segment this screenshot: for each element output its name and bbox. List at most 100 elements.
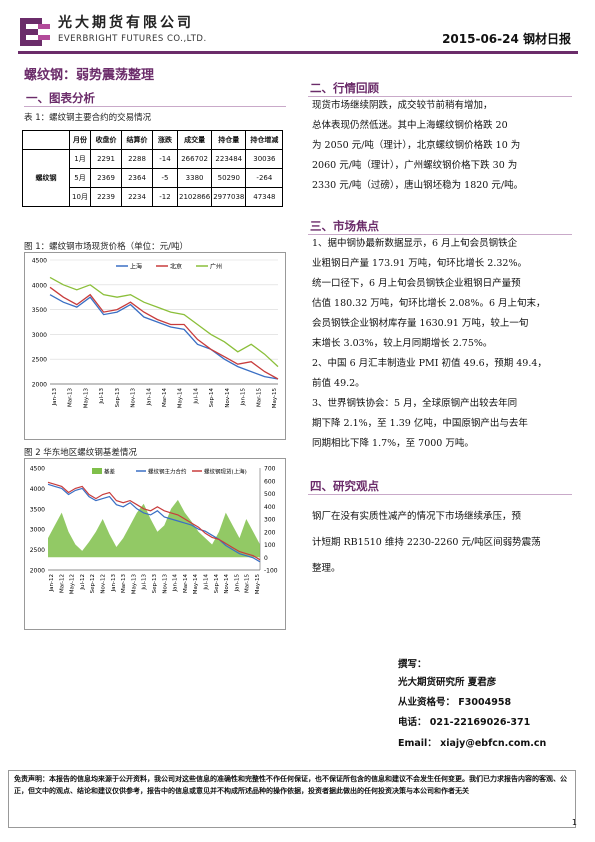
author-cert: 从业资格号： F3004958 (398, 697, 512, 708)
y-tick-label: 2500 (32, 357, 47, 364)
x-tick-label: Jan-15 (234, 574, 240, 593)
market-focus-line: 同期相比下降 1.7%，至 7000 万吨。 (312, 438, 474, 449)
section3-rule (308, 234, 572, 235)
company-name-en: EVERBRIGHT FUTURES CO.,LTD. (58, 34, 207, 44)
market-review-line: 现货市场继续阴跌，成交较节前稍有增加， (312, 100, 493, 111)
x-tick-label: Jul-14 (193, 388, 199, 405)
table-cell: 5月 (69, 168, 91, 188)
y-left-tick-label: 4500 (30, 466, 45, 473)
legend-label: 广州 (210, 263, 222, 271)
spot-price-chart: 4500 4000 3500 3000 2500 2000 Jan-13 Mar-13 May-… (24, 252, 286, 440)
market-review-line: 为 2050 元/吨（理计），北京螺纹钢价格跌 10 为 (312, 140, 521, 151)
table-header-cell: 收盘价 (90, 130, 122, 150)
market-focus-line: 3、世界钢铁协会：5 月，全球原钢产出较去年同 (312, 398, 518, 409)
section4-rule (308, 494, 572, 495)
table-header-cell: 持仓增减 (245, 130, 284, 150)
y-right-tick-label: 300 (264, 517, 276, 524)
table-cell: 2369 (90, 168, 122, 188)
table-header-cell: 成交量 (176, 130, 213, 150)
y-right-tick-label: 400 (264, 504, 276, 511)
market-review-text: 现货市场继续阴跌，成交较节前稍有增加， 总体表现仍然低迷。其中上海螺纹钢价格跌 2… (312, 96, 574, 196)
x-tick-label: May-13 (83, 388, 89, 409)
y-right-tick-label: 500 (264, 491, 276, 498)
x-tick-label: May-12 (70, 574, 76, 594)
table-header-cell (22, 130, 70, 150)
x-tick-label: Jul-13 (142, 574, 148, 591)
series-line-上海 (49, 294, 279, 380)
series-line-螺纹钢现货(上海) (47, 481, 261, 561)
x-tick-label: Jan-12 (49, 574, 55, 592)
research-view-text: 钢厂在没有实质性减产的情况下市场继续承压，预 计短期 RB1510 维持 2230… (312, 504, 574, 582)
x-tick-label: Jan-15 (241, 388, 247, 407)
table-cell: 1月 (69, 149, 91, 169)
market-focus-line: 1、据中钢协最新数据显示，6 月上旬会员钢铁企 (312, 238, 518, 249)
x-tick-label: Jan-13 (52, 388, 58, 407)
table-header-row: 月份 收盘价 结算价 涨跌 成交量 持仓量 持仓增减 (22, 130, 284, 150)
author-label: 撰写： (398, 659, 427, 670)
x-tick-label: Sep-13 (115, 388, 121, 408)
x-tick-label: Sep-13 (152, 574, 158, 594)
page-number: 1 (571, 818, 577, 827)
section4-title: 四、研究观点 (310, 479, 379, 493)
report-date: 2015-06-24 钢材日报 (442, 32, 571, 46)
table-caption: 表 1：螺纹钢主要合约的交易情况 (24, 113, 152, 123)
main-title: 螺纹钢：弱势震荡整理 (24, 68, 155, 83)
header-divider (18, 51, 578, 54)
company-name-cn: 光大期货有限公司 (58, 15, 194, 31)
x-tick-label: Jan-14 (146, 388, 152, 407)
chart1-frame (24, 252, 286, 440)
y-right-tick-label: 100 (264, 542, 276, 549)
y-left-tick-label: 4000 (30, 486, 45, 493)
author-phone: 电话： 021-22169026-371 (398, 717, 531, 728)
table-cell: 2234 (121, 187, 153, 207)
research-view-line: 计短期 RB1510 维持 2230-2260 元/吨区间弱势震荡 (312, 537, 541, 548)
legend-label: 基差 (104, 468, 116, 476)
legend-label: 螺纹钢现货(上海) (204, 468, 247, 476)
table-cell: -264 (245, 168, 284, 188)
x-tick-label: Jan-14 (173, 574, 179, 593)
table-cell: 50290 (211, 168, 247, 188)
author-name: 光大期货研究所 夏君彦 (398, 677, 497, 688)
table-header-cell: 结算价 (121, 130, 153, 150)
x-tick-label: Jul-14 (204, 574, 210, 591)
y-right-tick-label: 200 (264, 529, 276, 536)
x-tick-label: Mar-14 (183, 574, 189, 594)
legend-label: 螺纹钢主力合约 (148, 468, 187, 476)
table-cell: 47348 (245, 187, 284, 207)
x-tick-label: Jul-13 (99, 388, 105, 405)
x-tick-label: Nov-13 (162, 574, 168, 594)
y-left-tick-label: 2000 (30, 568, 45, 575)
x-tick-label: Sep-14 (214, 574, 220, 594)
series-line-北京 (49, 286, 279, 380)
y-tick-label: 4000 (32, 282, 47, 289)
section1-rule (24, 106, 286, 107)
table-row: 螺纹钢 1月 2291 2288 -14 266702 223484 30036 (22, 149, 284, 207)
y-tick-label: 3000 (32, 332, 47, 339)
x-tick-label: Mar-15 (245, 574, 251, 594)
market-focus-line: 业粗钢日产量 173.91 万吨，旬环比增长 2.32%。 (312, 258, 527, 269)
table-cell: 2288 (121, 149, 153, 169)
table-cell: 10月 (69, 187, 91, 207)
section2-title: 二、行情回顾 (310, 81, 379, 95)
y-tick-label: 2000 (32, 382, 47, 389)
series-area-基差 (48, 499, 260, 558)
table-cell: -5 (152, 168, 178, 188)
y-left-tick-label: 3500 (30, 506, 45, 513)
fig2-caption: 图 2 华东地区螺纹钢基差情况 (24, 448, 137, 458)
basis-chart: 4500400035003000250020007006005004003002… (24, 458, 286, 630)
table-header-cell: 涨跌 (152, 130, 178, 150)
table-cell: 2239 (90, 187, 122, 207)
market-review-line: 总体表现仍然低迷。其中上海螺纹钢价格跌 20 (312, 120, 508, 131)
market-focus-line: 期下降 2.1%，至 1.39 亿吨，中国原钢产出与去年 (312, 418, 528, 429)
series-line-螺纹钢主力合约 (47, 483, 261, 563)
market-focus-line: 会员钢铁企业钢材库存量 1630.91 万吨，较上一旬 (312, 318, 529, 329)
x-tick-label: Jan-13 (111, 574, 117, 593)
market-review-line: 2330 元/吨（过磅），唐山钢坯稳为 1820 元/吨。 (312, 180, 524, 191)
x-tick-label: May-14 (178, 388, 184, 409)
market-focus-line: 末增长 3.03%，较上月同期增长 2.75%。 (312, 338, 493, 349)
market-focus-line: 估值 180.32 万吨，旬环比增长 2.08%。6 月上旬末， (312, 298, 546, 309)
y-right-tick-label: 600 (264, 478, 276, 485)
x-tick-label: Nov-13 (131, 388, 137, 408)
x-tick-label: May-15 (272, 388, 278, 409)
x-tick-label: Sep-14 (209, 388, 215, 408)
